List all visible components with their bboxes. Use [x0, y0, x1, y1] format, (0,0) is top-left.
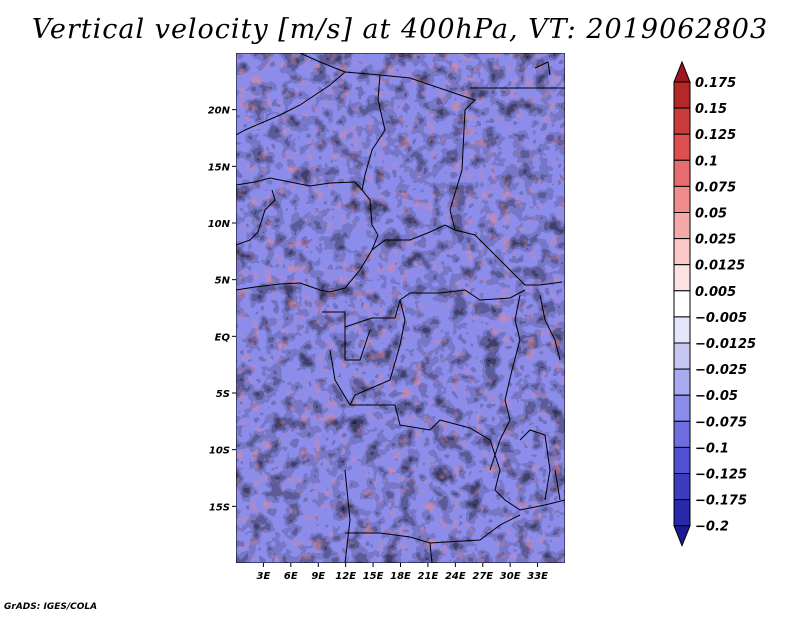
colorbar-swatch — [673, 133, 691, 161]
colorbar-bottom-arrow — [673, 525, 691, 548]
grads-credit: GrADS: IGES/COLA — [4, 602, 98, 612]
colorbar-label: −0.0125 — [695, 337, 756, 352]
y-tick-label: 15S — [209, 502, 230, 513]
border-line — [534, 61, 551, 76]
border-line — [429, 542, 433, 563]
colorbar-swatch — [673, 290, 691, 318]
x-tick-label: 9E — [311, 571, 325, 582]
colorbar-label: 0.075 — [695, 180, 736, 195]
colorbar-label: 0.175 — [695, 76, 736, 91]
colorbar-swatch — [673, 159, 691, 187]
border-line — [322, 289, 526, 328]
colorbar-swatch — [673, 316, 691, 344]
colorbar: 0.175 0.15 0.125 0.1 0.075 0.05 0.025 0.0125 0.0… — [673, 60, 756, 548]
colorbar-swatch — [673, 264, 691, 292]
border-line — [349, 299, 406, 406]
y-tick-label: 20N — [208, 106, 231, 117]
border-line — [299, 53, 476, 231]
colorbar-swatch — [673, 368, 691, 396]
border-line — [329, 349, 565, 511]
colorbar-swatch — [673, 473, 691, 501]
y-tick-label: 15N — [208, 162, 231, 173]
colorbar-swatch — [673, 212, 691, 240]
map-updraft-field — [236, 53, 565, 563]
colorbar-swatch — [673, 499, 691, 527]
border-line — [236, 71, 346, 136]
colorbar-label: −0.2 — [695, 520, 729, 535]
colorbar-swatch — [673, 107, 691, 135]
border-line — [371, 224, 563, 286]
x-tick-label: 6E — [284, 571, 298, 582]
colorbar-label: 0.125 — [695, 128, 736, 143]
border-line — [236, 177, 379, 251]
border-line — [236, 249, 373, 293]
colorbar-label: −0.175 — [695, 494, 747, 509]
border-line — [539, 294, 561, 361]
x-tick-label: 27E — [472, 571, 493, 582]
colorbar-label: −0.125 — [695, 468, 747, 483]
colorbar-label: 0.005 — [695, 285, 736, 300]
colorbar-label: 0.025 — [695, 233, 736, 248]
colorbar-swatch — [673, 420, 691, 448]
x-axis: 3E 6E 9E 12E 15E 18E 21E 24E 27E 30E 33E — [257, 563, 548, 582]
y-axis: 20N 15N 10N 5N EQ 5S 10S 15S — [208, 106, 236, 513]
colorbar-label: 0.0125 — [695, 259, 745, 274]
y-tick-label: EQ — [215, 332, 231, 343]
colorbar-swatch — [673, 446, 691, 474]
colorbar-swatch — [673, 342, 691, 370]
border-line — [236, 189, 276, 246]
border-line — [344, 469, 351, 563]
border-line — [519, 429, 551, 501]
x-tick-label: 15E — [363, 571, 384, 582]
country-borders — [236, 53, 565, 563]
colorbar-swatch — [673, 238, 691, 266]
colorbar-label: −0.025 — [695, 363, 747, 378]
x-tick-label: 21E — [418, 571, 439, 582]
colorbar-label: 0.1 — [695, 154, 718, 169]
x-tick-label: 33E — [527, 571, 548, 582]
y-tick-label: 10S — [209, 446, 230, 457]
x-tick-label: 12E — [335, 571, 356, 582]
y-tick-label: 5N — [215, 276, 231, 287]
colorbar-label: −0.005 — [695, 311, 747, 326]
y-tick-label: 10N — [208, 219, 231, 230]
colorbar-label: 0.15 — [695, 102, 727, 117]
colorbar-label: −0.1 — [695, 441, 729, 456]
y-tick-label: 5S — [216, 389, 230, 400]
colorbar-label: −0.075 — [695, 415, 747, 430]
x-tick-label: 30E — [500, 571, 521, 582]
border-line — [361, 74, 386, 191]
x-tick-label: 3E — [257, 571, 271, 582]
colorbar-label: 0.05 — [695, 207, 727, 222]
x-tick-label: 24E — [445, 571, 466, 582]
map-area — [236, 53, 565, 563]
colorbar-label: −0.05 — [695, 389, 738, 404]
border-line — [489, 294, 521, 471]
chart-title: Vertical velocity [m/s] at 400hPa, VT: 2… — [31, 14, 769, 45]
border-line — [344, 327, 371, 361]
border-line — [554, 469, 561, 501]
colorbar-swatch — [673, 394, 691, 422]
colorbar-swatch — [673, 185, 691, 213]
x-tick-label: 18E — [390, 571, 411, 582]
colorbar-swatch — [673, 81, 691, 109]
colorbar-top-arrow — [673, 60, 691, 83]
